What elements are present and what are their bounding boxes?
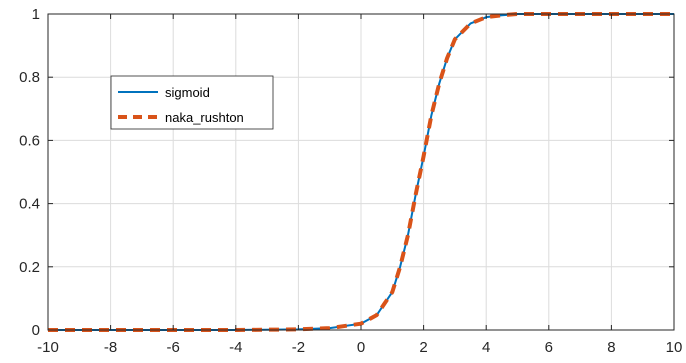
y-tick-label: 0.2: [19, 259, 40, 276]
legend: sigmoid naka_rushton: [110, 75, 274, 130]
x-tick-label: -6: [167, 339, 180, 356]
x-tick-label: -10: [37, 339, 59, 356]
y-tick-label: 1: [32, 6, 40, 23]
x-tick-label: 0: [357, 339, 365, 356]
legend-label-naka-rushton: naka_rushton: [165, 110, 244, 125]
x-tick-label: -4: [229, 339, 242, 356]
y-tick-label: 0: [32, 322, 40, 339]
y-tick-label: 0.6: [19, 132, 40, 149]
x-tick-label: -8: [104, 339, 117, 356]
x-tick-label: 4: [482, 339, 490, 356]
ticks: [47, 13, 675, 331]
legend-label-sigmoid: sigmoid: [165, 85, 210, 100]
tick-labels: -10 -8 -6 -4 -2 0 2 4 6 8 10 0 0.2 0.4 0.6 0.8 1: [19, 6, 682, 356]
x-tick-label: 2: [419, 339, 427, 356]
series-layer: [48, 12, 674, 332]
x-tick-label: -2: [292, 339, 305, 356]
x-tick-label: 6: [545, 339, 553, 356]
y-tick-label: 0.8: [19, 69, 40, 86]
legend-box: [110, 75, 274, 130]
x-tick-label: 10: [666, 339, 683, 356]
series-line-naka-rushton: [48, 12, 674, 332]
x-tick-label: 8: [607, 339, 615, 356]
y-tick-label: 0.4: [19, 196, 40, 213]
